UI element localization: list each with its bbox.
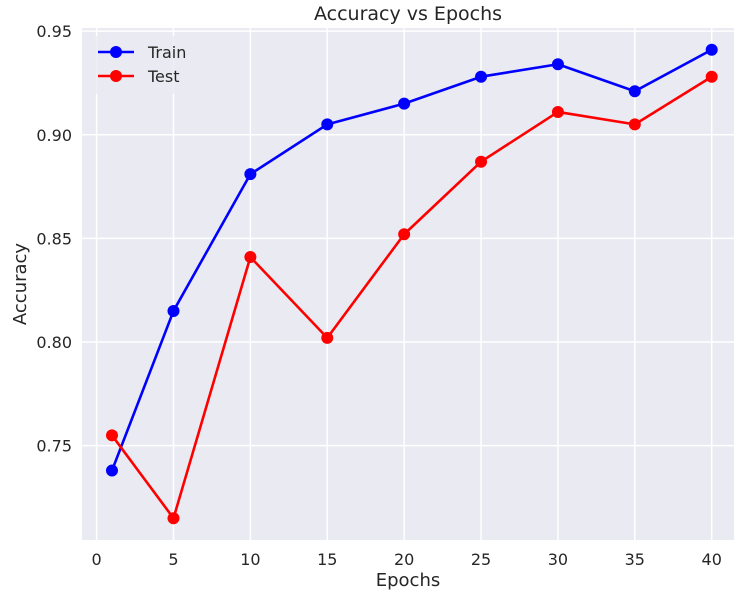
train-point (551, 58, 564, 71)
x-axis-label: Epochs (376, 570, 441, 591)
y-axis-label: Accuracy (10, 243, 31, 326)
test-point (321, 331, 334, 344)
train-point (244, 168, 257, 181)
test-point (167, 512, 180, 525)
legend-marker (110, 46, 122, 58)
test-point (551, 105, 564, 118)
legend-marker (110, 70, 122, 82)
train-point (398, 97, 411, 110)
grid (82, 28, 734, 540)
plot-area (82, 28, 734, 540)
test-point (398, 228, 411, 241)
test-point (705, 70, 718, 83)
train-point (628, 85, 641, 98)
series-train (105, 43, 718, 477)
train-point (105, 464, 118, 477)
legend-item-train: Train (98, 43, 186, 62)
series-layer (105, 43, 718, 525)
x-tick-label: 20 (394, 550, 414, 569)
legend-label: Train (147, 43, 186, 62)
test-point (628, 118, 641, 131)
chart-title: Accuracy vs Epochs (314, 3, 502, 25)
series-test (105, 70, 718, 525)
x-tick-label: 35 (625, 550, 645, 569)
legend-items: Train Test (98, 43, 186, 86)
y-tick-label: 0.85 (36, 229, 72, 248)
train-point (475, 70, 488, 83)
x-tick-label: 15 (317, 550, 337, 569)
legend-item-test: Test (98, 67, 180, 86)
test-point (475, 155, 488, 168)
legend: Train Test (90, 36, 194, 94)
y-tick-label: 0.90 (36, 126, 72, 145)
x-tick-label: 25 (471, 550, 491, 569)
x-tick-label: 5 (168, 550, 178, 569)
y-tick-label: 0.80 (36, 333, 72, 352)
test-point (244, 251, 257, 264)
y-tick-label: 0.95 (36, 22, 72, 41)
x-tick-label: 40 (702, 550, 722, 569)
train-point (321, 118, 334, 131)
x-tick-label: 30 (548, 550, 568, 569)
test-point (105, 429, 118, 442)
x-tick-label: 10 (240, 550, 260, 569)
train-point (167, 304, 180, 317)
train-point (705, 43, 718, 56)
axis-ticks: 0 5 10 15 20 25 30 35 40 0.75 0.80 0.85 0.90 0.95 (36, 22, 722, 569)
x-tick-label: 0 (92, 550, 102, 569)
legend-label: Test (147, 67, 180, 86)
y-tick-label: 0.75 (36, 437, 72, 456)
